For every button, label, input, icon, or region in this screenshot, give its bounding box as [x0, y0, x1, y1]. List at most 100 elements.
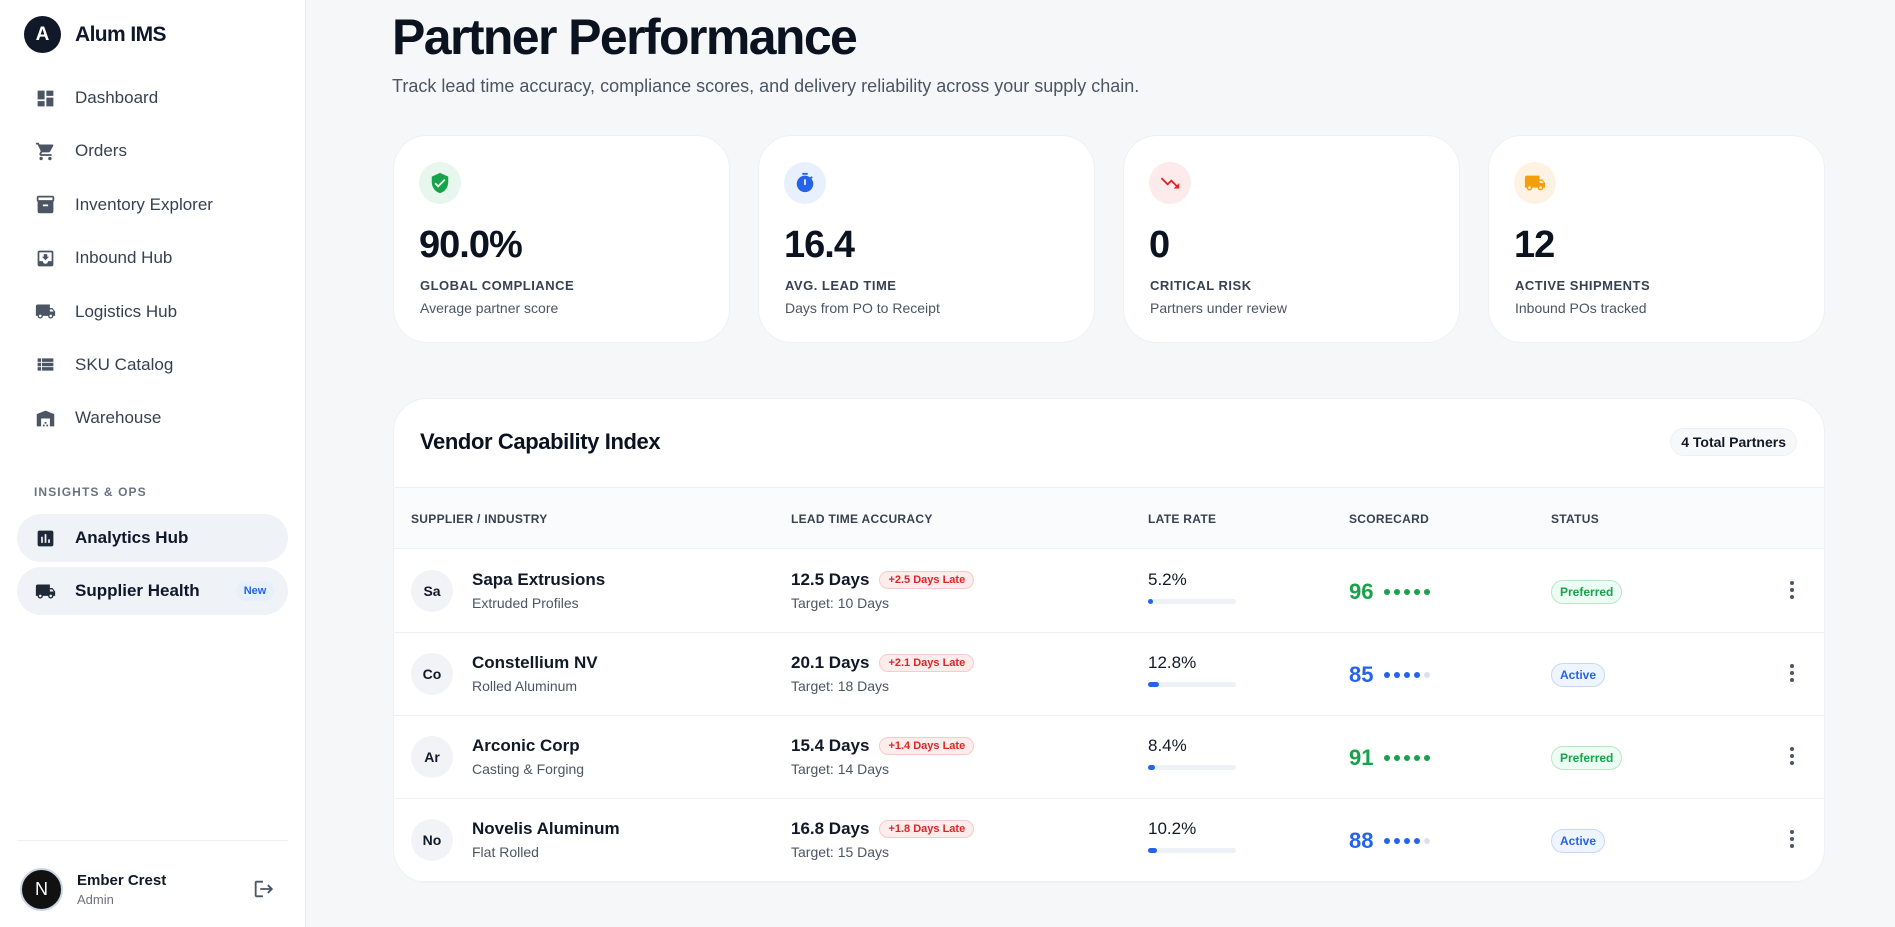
lead-time-target: Target: 15 Days: [791, 844, 890, 860]
sidebar-item-supplier-health[interactable]: Supplier Health New: [17, 567, 288, 615]
warehouse-icon: [36, 410, 55, 427]
late-rate: 5.2%: [1148, 570, 1187, 589]
column-header-late-rate[interactable]: LATE RATE: [1148, 512, 1217, 526]
brand-name: Alum IMS: [75, 22, 166, 46]
brand-logo: A: [24, 16, 61, 53]
row-actions-button[interactable]: [1789, 581, 1795, 601]
lead-time-days: 16.8 Days: [791, 819, 870, 838]
table-row[interactable]: Sa Sapa Extrusions Extruded Profiles 12.5 D…: [394, 550, 1824, 633]
supplier-avatar: Ar: [411, 736, 453, 778]
score-dot: [1424, 672, 1431, 678]
lead-time-days: 12.5 Days: [791, 570, 870, 589]
inbox-icon: [37, 250, 54, 267]
supplier-name[interactable]: Novelis Aluminum: [472, 819, 620, 838]
sidebar-item-analytics-hub[interactable]: Analytics Hub: [17, 514, 288, 562]
row-actions-button[interactable]: [1789, 830, 1795, 850]
supplier-industry: Extruded Profiles: [472, 595, 579, 611]
kpi-icon-wrap: [1149, 162, 1191, 204]
new-badge: New: [235, 581, 275, 601]
row-actions-button[interactable]: [1789, 747, 1795, 767]
brand[interactable]: A Alum IMS: [24, 16, 166, 53]
score-value: 91: [1349, 745, 1374, 770]
score-dot: [1424, 589, 1431, 595]
sidebar-item-dashboard[interactable]: Dashboard: [17, 74, 288, 122]
kpi-cards: 90.0% GLOBAL COMPLIANCE Average partner …: [393, 135, 1825, 343]
kpi-label: GLOBAL COMPLIANCE: [420, 278, 575, 293]
sidebar-item-sku-catalog[interactable]: SKU Catalog: [17, 341, 288, 389]
stopwatch-icon: [796, 172, 814, 193]
sidebar-item-label: SKU Catalog: [75, 354, 174, 374]
column-header-status[interactable]: STATUS: [1551, 512, 1600, 526]
score-value: 88: [1349, 828, 1374, 853]
sidebar-item-logistics-hub[interactable]: Logistics Hub: [17, 288, 288, 336]
lead-time-days: 15.4 Days: [791, 736, 870, 755]
panel-title: Vendor Capability Index: [420, 429, 661, 454]
score-dot: [1394, 589, 1401, 595]
score-value: 85: [1349, 662, 1374, 687]
kpi-desc: Days from PO to Receipt: [785, 300, 940, 316]
table-header: SUPPLIER / INDUSTRY LEAD TIME ACCURACY L…: [394, 487, 1824, 549]
list-icon: [37, 358, 54, 372]
column-header-lead-time[interactable]: LEAD TIME ACCURACY: [791, 512, 933, 526]
sidebar-item-warehouse[interactable]: Warehouse: [17, 394, 288, 442]
user-profile[interactable]: N Ember Crest Admin: [20, 868, 166, 911]
sidebar-item-inventory-explorer[interactable]: Inventory Explorer: [17, 181, 288, 229]
score-dot: [1414, 755, 1421, 761]
page-subtitle: Track lead time accuracy, compliance sco…: [392, 76, 1140, 96]
table-row[interactable]: No Novelis Aluminum Flat Rolled 16.8 Days +1…: [394, 799, 1824, 882]
sidebar-item-label: Analytics Hub: [75, 528, 189, 547]
late-rate-bar: [1148, 848, 1236, 853]
scorecard: 91: [1349, 745, 1431, 771]
kpi-card-compliance: 90.0% GLOBAL COMPLIANCE Average partner …: [393, 135, 730, 343]
analytics-icon: [37, 530, 54, 546]
supplier-name[interactable]: Sapa Extrusions: [472, 570, 606, 589]
sidebar-item-orders[interactable]: Orders: [17, 127, 288, 175]
status-badge: Active: [1551, 663, 1606, 687]
score-dot: [1404, 672, 1411, 678]
score-dot: [1414, 838, 1421, 844]
supplier-name[interactable]: Constellium NV: [472, 653, 598, 672]
supplier-industry: Rolled Aluminum: [472, 678, 578, 694]
kpi-icon-wrap: [1514, 162, 1556, 204]
sidebar-item-inbound-hub[interactable]: Inbound Hub: [17, 234, 288, 282]
score-dot: [1394, 672, 1401, 678]
sidebar-divider: [17, 840, 288, 841]
score-dot: [1384, 589, 1391, 595]
lead-time-target: Target: 14 Days: [791, 761, 890, 777]
score-dots: [1384, 838, 1431, 844]
column-header-supplier[interactable]: SUPPLIER / INDUSTRY: [411, 512, 548, 526]
kpi-card-critical-risk: 0 CRITICAL RISK Partners under review: [1123, 135, 1460, 343]
score-dots: [1384, 589, 1431, 595]
avatar: N: [20, 868, 63, 911]
kpi-value: 12: [1514, 224, 1555, 266]
column-header-scorecard[interactable]: SCORECARD: [1349, 512, 1430, 526]
kpi-icon-wrap: [419, 162, 461, 204]
sidebar-item-label: Orders: [75, 141, 127, 161]
lead-time: 12.5 Days +2.5 Days Late: [791, 570, 975, 590]
logout-button[interactable]: [252, 878, 274, 900]
score-dot: [1404, 755, 1411, 761]
row-actions-button[interactable]: [1789, 664, 1795, 684]
score-dot: [1384, 755, 1391, 761]
kpi-desc: Inbound POs tracked: [1515, 300, 1647, 316]
vendor-capability-panel: Vendor Capability Index 4 Total Partners…: [393, 398, 1825, 883]
late-rate-bar-fill: [1148, 682, 1160, 687]
sidebar-item-label: Inventory Explorer: [75, 194, 213, 214]
status-badge: Preferred: [1551, 746, 1623, 770]
trending-down-icon: [1160, 177, 1180, 189]
supplier-avatar: Sa: [411, 570, 453, 612]
table-row[interactable]: Co Constellium NV Rolled Aluminum 20.1 Days…: [394, 633, 1824, 716]
score-dot: [1384, 672, 1391, 678]
score-dot: [1394, 755, 1401, 761]
kpi-value: 90.0%: [419, 224, 523, 266]
late-rate: 8.4%: [1148, 736, 1187, 755]
kpi-value: 0: [1149, 224, 1170, 266]
score-dot: [1384, 838, 1391, 844]
table-row[interactable]: Ar Arconic Corp Casting & Forging 15.4 Days…: [394, 716, 1824, 799]
user-name: Ember Crest: [77, 872, 167, 889]
status-badge: Active: [1551, 829, 1606, 853]
supplier-name[interactable]: Arconic Corp: [472, 736, 580, 755]
sidebar-item-label: Warehouse: [75, 408, 162, 428]
score-dot: [1394, 838, 1401, 844]
truck-icon: [35, 584, 56, 598]
